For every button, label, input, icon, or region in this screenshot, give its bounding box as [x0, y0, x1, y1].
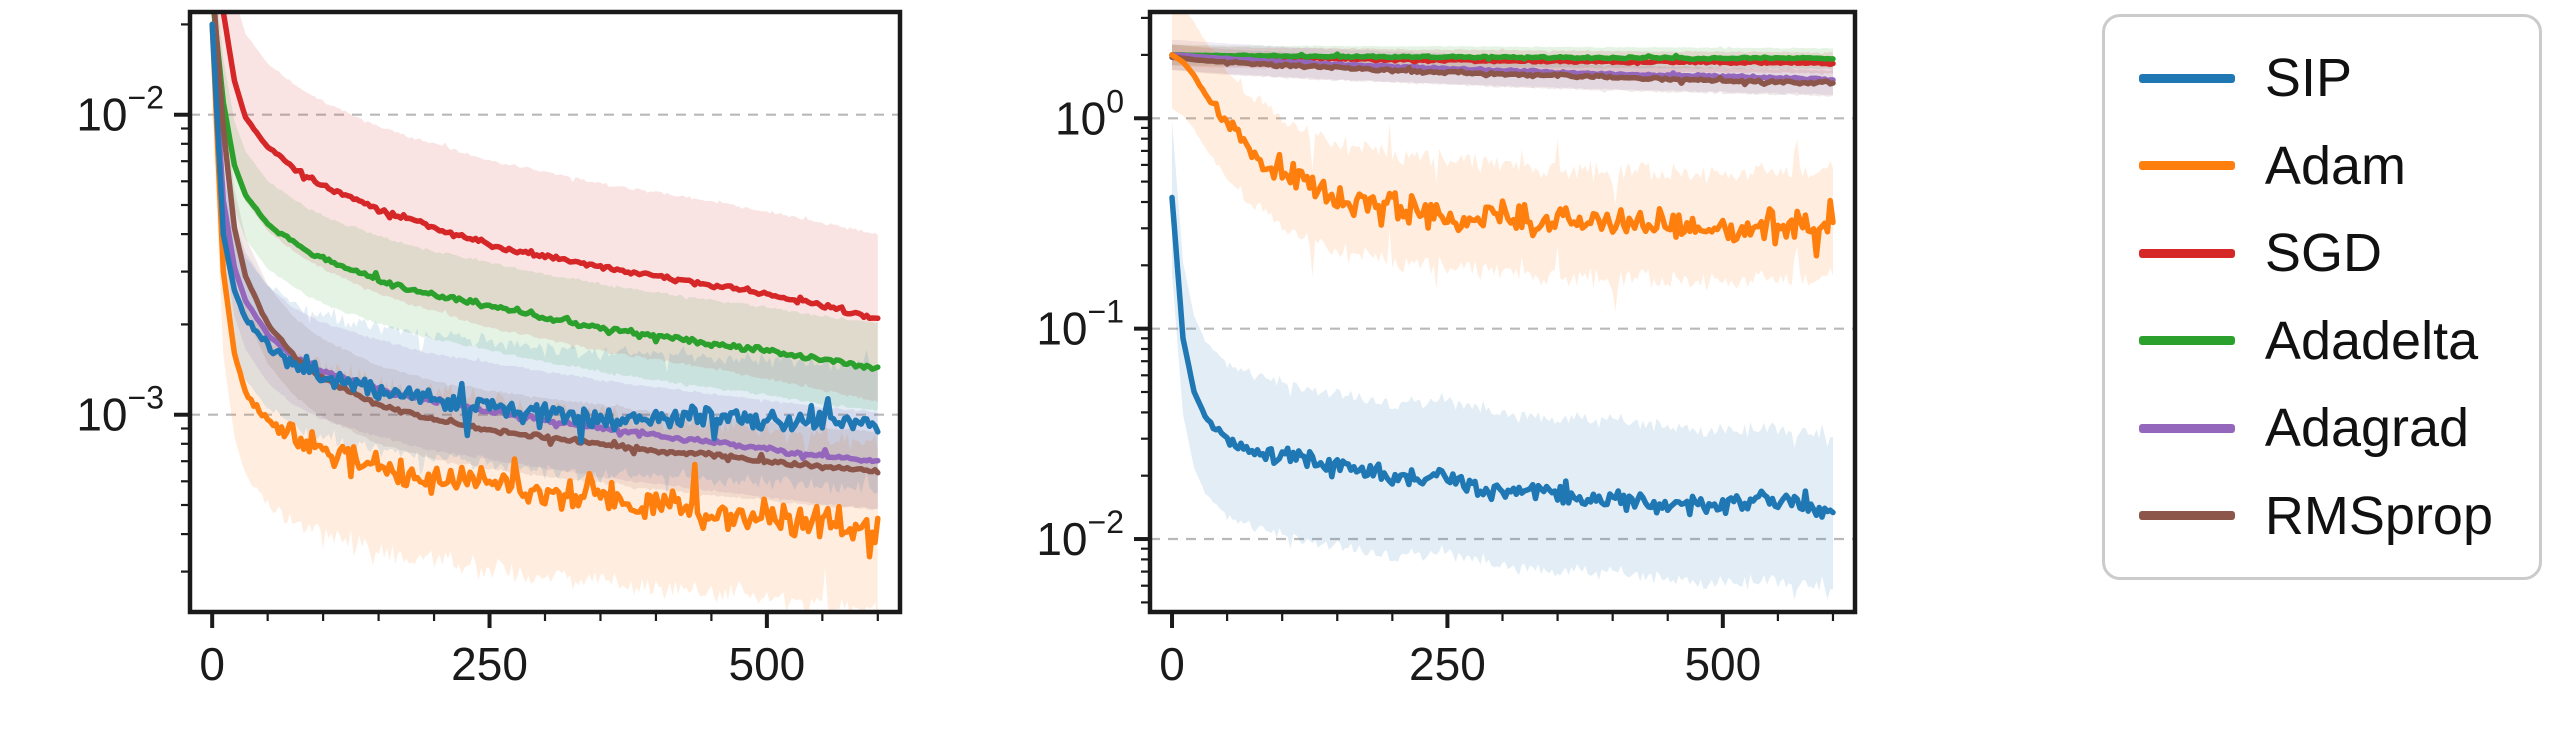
legend-item-adam: Adam — [2138, 131, 2493, 201]
svg-text:0: 0 — [199, 638, 225, 690]
legend-line-swatch-adadelta — [2138, 336, 2235, 346]
left-loss-plot: 10−2 10−3 0 250 500 — [76, 9, 903, 690]
legend-line-swatch-adagrad — [2138, 423, 2235, 433]
svg-text:0: 0 — [1159, 638, 1185, 690]
svg-text:10−3: 10−3 — [76, 380, 164, 441]
legend-label-rmsprop: RMSprop — [2264, 485, 2493, 546]
legend-line-swatch-sip — [2138, 73, 2235, 83]
svg-text:100: 100 — [1055, 83, 1124, 144]
legend-item-adadelta: Adadelta — [2138, 306, 2493, 376]
svg-text:500: 500 — [1684, 638, 1761, 690]
legend-item-sip: SIP — [2138, 43, 2493, 113]
legend-label-sip: SIP — [2264, 48, 2352, 108]
legend-label-sgd: SGD — [2264, 223, 2382, 284]
legend-item-adagrad: Adagrad — [2138, 393, 2493, 463]
svg-text:10−2: 10−2 — [1036, 504, 1124, 565]
legend-line-swatch-sgd — [2138, 248, 2235, 258]
legend-label-adam: Adam — [2264, 135, 2406, 196]
svg-text:10−1: 10−1 — [1036, 294, 1124, 355]
svg-text:10−2: 10−2 — [76, 80, 164, 141]
legend: SIP Adam SGD Adadelta Adagrad RMSprop — [2101, 14, 2542, 580]
right-loss-plot: 100 10−1 10−2 0 250 500 — [1036, 9, 1858, 690]
legend-label-adagrad: Adagrad — [2264, 398, 2470, 459]
legend-item-rmsprop: RMSprop — [2138, 481, 2493, 551]
svg-text:250: 250 — [451, 638, 528, 690]
legend-line-swatch-rmsprop — [2138, 511, 2235, 521]
svg-text:250: 250 — [1409, 638, 1486, 690]
legend-item-sgd: SGD — [2138, 218, 2493, 288]
legend-label-adadelta: Adadelta — [2264, 310, 2479, 371]
legend-line-swatch-adam — [2138, 161, 2235, 171]
svg-text:500: 500 — [729, 638, 806, 690]
